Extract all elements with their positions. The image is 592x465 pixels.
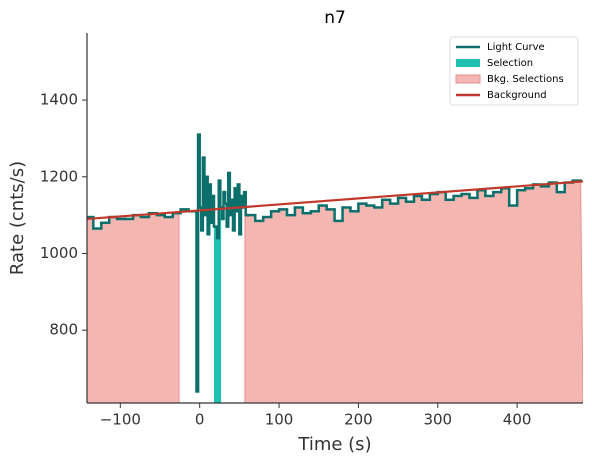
legend-swatch bbox=[455, 74, 481, 84]
x-tick-label: 200 bbox=[344, 411, 373, 429]
y-tick-label: 800 bbox=[49, 321, 78, 339]
x-tick-label: −100 bbox=[100, 411, 141, 429]
legend-label: Background bbox=[487, 90, 547, 101]
background-line bbox=[87, 180, 583, 221]
plot-area bbox=[87, 133, 583, 403]
y-axis-label: Rate (cnts/s) bbox=[7, 161, 28, 275]
x-axis-label: Time (s) bbox=[297, 434, 371, 455]
legend-swatch bbox=[456, 59, 480, 67]
step-riser bbox=[92, 134, 574, 392]
legend-box bbox=[449, 36, 579, 106]
x-tick-label: 0 bbox=[195, 411, 205, 429]
x-tick-label: 100 bbox=[265, 411, 294, 429]
interval-fill bbox=[87, 212, 180, 403]
y-tick-label: 1200 bbox=[40, 167, 78, 185]
legend-label: Selection bbox=[487, 58, 533, 69]
x-tick-label: 300 bbox=[423, 411, 452, 429]
x-tick-label: 400 bbox=[503, 411, 532, 429]
y-tick-label: 1000 bbox=[40, 244, 78, 262]
chart-title: n7 bbox=[324, 8, 346, 28]
legend-label: Light Curve bbox=[487, 42, 545, 53]
legend-label: Bkg. Selections bbox=[487, 74, 564, 85]
y-tick-label: 1400 bbox=[40, 91, 78, 109]
